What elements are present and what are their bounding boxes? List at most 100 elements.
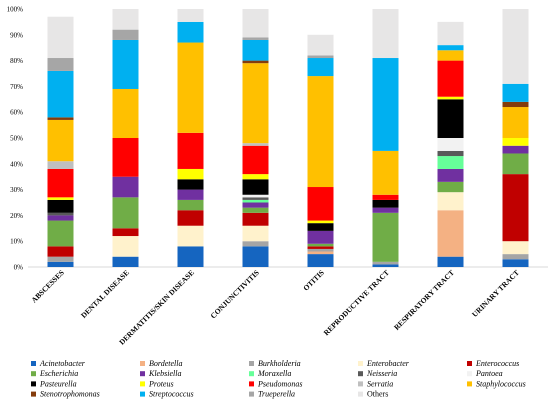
- legend-item: Acinetobacter: [31, 359, 86, 368]
- bar-segment: [112, 39, 139, 89]
- x-category-label: ABSCESSES: [29, 268, 65, 304]
- bar-segment: [372, 207, 399, 213]
- bar-segment: [502, 83, 529, 102]
- bar-segment: [502, 9, 529, 84]
- legend-swatch: [358, 361, 363, 366]
- bar-segment: [437, 150, 464, 157]
- y-tick-label: 100%: [7, 6, 24, 14]
- legend-label: Stenotrophomonas: [40, 390, 100, 399]
- y-tick-label: 30%: [10, 186, 23, 194]
- bar-segment: [307, 248, 334, 252]
- bar-segment: [242, 199, 269, 203]
- legend-label: Neisseria: [366, 369, 397, 378]
- bar-segment: [307, 251, 334, 255]
- bar-segment: [112, 197, 139, 229]
- bar-segment: [242, 241, 269, 247]
- bar-segment: [502, 153, 529, 175]
- legend-label: Others: [367, 390, 388, 399]
- x-category-label: DERMATITIS/SKIN DISEASE: [117, 268, 196, 347]
- bar-segment: [307, 230, 334, 244]
- bar-segment: [242, 145, 269, 175]
- bar-segment: [112, 138, 139, 177]
- bar-segment: [242, 37, 269, 40]
- legend-swatch: [249, 391, 254, 397]
- bar-segment: [437, 156, 464, 169]
- bar-segment: [177, 21, 204, 43]
- bar-segment: [112, 88, 139, 138]
- bar-segment: [47, 161, 74, 169]
- bar-segment: [307, 254, 334, 267]
- legend-item: Pantoea: [467, 369, 503, 378]
- legend-swatch: [358, 391, 363, 397]
- bar-segment: [242, 39, 269, 61]
- bar-segment: [242, 143, 269, 146]
- legend-item: Proteus: [140, 379, 174, 388]
- legend-swatch: [249, 371, 254, 377]
- y-tick-label: 40%: [10, 160, 23, 168]
- bar-segment: [372, 194, 399, 200]
- legend-swatch: [249, 381, 254, 387]
- legend-label: Streptococcus: [149, 390, 194, 399]
- bar-segment: [47, 168, 74, 198]
- legend-label: Serratia: [367, 379, 393, 388]
- bar-segment: [47, 58, 74, 71]
- x-category-label: CONJUNCTIVITIS: [209, 268, 261, 320]
- legend-swatch: [467, 371, 472, 377]
- legend-swatch: [31, 371, 36, 377]
- bar-segment: [47, 16, 74, 59]
- bar-segment: [242, 212, 269, 226]
- legend-item: Bordetella: [140, 359, 182, 368]
- y-tick-label: 80%: [10, 57, 23, 65]
- bar-stack: [502, 9, 529, 267]
- legend-swatch: [140, 361, 145, 366]
- bar-segment: [47, 256, 74, 262]
- legend-swatch: [467, 381, 472, 387]
- legend-item: Stenotrophomonas: [31, 390, 100, 399]
- bar-segment: [437, 168, 464, 182]
- bar-segment: [307, 58, 334, 77]
- bar-segment: [47, 117, 74, 120]
- bar-segment: [437, 181, 464, 193]
- bar-segment: [177, 189, 204, 200]
- bar-segment: [437, 60, 464, 97]
- bar-segment: [307, 55, 334, 59]
- bar-segment: [372, 199, 399, 208]
- bar-segment: [242, 225, 269, 242]
- bar-segment: [112, 29, 139, 40]
- bar-segment: [502, 101, 529, 108]
- legend-label: Proteus: [148, 379, 174, 388]
- legend-item: Klebsiella: [140, 369, 181, 378]
- bar-segment: [502, 174, 529, 242]
- bar-segment: [372, 261, 399, 265]
- legend-item: Burkholderia: [249, 359, 301, 368]
- legend-label: Klebsiella: [148, 369, 181, 378]
- bar-segment: [177, 246, 204, 267]
- legend-item: Enterobacter: [358, 359, 410, 368]
- bar-segment: [47, 246, 74, 257]
- bar-segment: [502, 259, 529, 267]
- bar-segment: [47, 199, 74, 213]
- bar-segment: [112, 236, 139, 257]
- bar-segment: [177, 168, 204, 180]
- bar-segment: [177, 179, 204, 190]
- bar-segment: [47, 261, 74, 267]
- legend-label: Escherichia: [39, 369, 78, 378]
- bar-segment: [177, 225, 204, 247]
- legend-item: Pseudomonas: [249, 379, 302, 388]
- bar-segment: [502, 254, 529, 260]
- bar-segment: [242, 174, 269, 180]
- bar-segment: [47, 220, 74, 247]
- bar-segment: [372, 9, 399, 59]
- legend-label: Staphylococcus: [476, 379, 526, 388]
- bar-segment: [437, 21, 464, 46]
- legend-label: Trueperella: [258, 390, 295, 399]
- bar-segment: [307, 246, 334, 249]
- bar-segment: [437, 50, 464, 61]
- bar-segment: [307, 76, 334, 188]
- legend-item: Serratia: [358, 379, 393, 388]
- bar-segment: [502, 241, 529, 255]
- bar-segment: [47, 212, 74, 216]
- bar-segment: [307, 187, 334, 221]
- bar-segment: [112, 228, 139, 237]
- y-tick-label: 90%: [10, 31, 23, 39]
